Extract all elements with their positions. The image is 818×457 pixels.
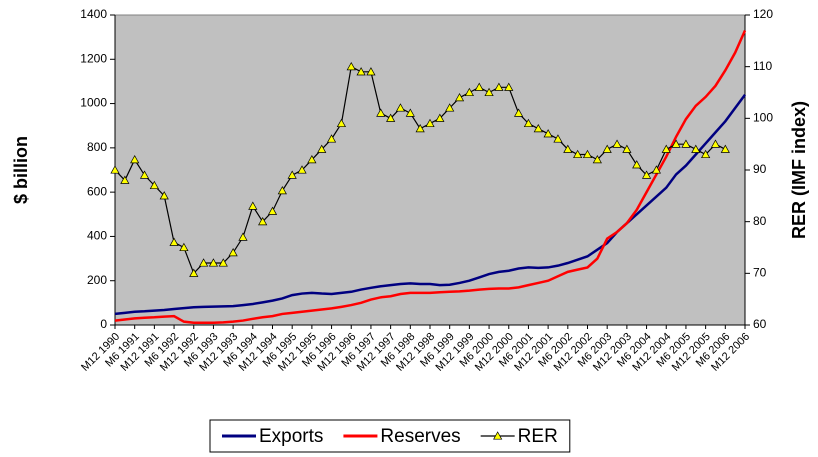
series-line bbox=[114, 29, 747, 325]
series-marker bbox=[110, 165, 120, 174]
series-marker bbox=[326, 134, 337, 143]
series-marker bbox=[405, 108, 415, 117]
series-marker bbox=[435, 113, 445, 122]
series-marker bbox=[474, 82, 484, 91]
y-tick-label: 400 bbox=[87, 229, 107, 243]
series-marker bbox=[307, 154, 317, 164]
series-marker bbox=[494, 82, 504, 91]
series-marker bbox=[415, 123, 425, 133]
y2-axis-label: RER (IMF index) bbox=[789, 101, 809, 239]
y-axis-label: $ billion bbox=[11, 136, 31, 204]
series-marker bbox=[543, 129, 553, 138]
y-tick-label: 800 bbox=[87, 140, 107, 154]
y2-tick-label: 70 bbox=[753, 266, 767, 280]
y2-tick-label: 120 bbox=[753, 7, 773, 21]
y-tick-label: 1000 bbox=[80, 96, 107, 110]
series-marker bbox=[720, 144, 730, 153]
legend-marker bbox=[493, 431, 503, 440]
series-marker bbox=[553, 134, 563, 143]
series-marker bbox=[346, 61, 356, 71]
series-marker bbox=[464, 87, 474, 97]
y-tick-label: 0 bbox=[100, 317, 107, 331]
series-marker bbox=[297, 165, 307, 174]
series-marker bbox=[602, 144, 612, 153]
y-tick-label: 1400 bbox=[80, 7, 107, 21]
series-marker bbox=[159, 191, 169, 200]
series-marker bbox=[395, 103, 406, 112]
legend-label: Reserves bbox=[380, 426, 460, 447]
series-marker bbox=[701, 149, 711, 159]
series-marker bbox=[651, 165, 662, 174]
series-marker bbox=[612, 139, 622, 148]
legend-label: Exports bbox=[259, 426, 323, 447]
y2-tick-label: 80 bbox=[753, 214, 767, 228]
y-tick-label: 200 bbox=[87, 273, 107, 287]
series-marker bbox=[228, 247, 238, 257]
series-marker bbox=[533, 123, 543, 133]
series-marker bbox=[189, 268, 199, 277]
series-marker bbox=[169, 237, 179, 246]
y2-tick-label: 90 bbox=[753, 162, 767, 176]
legend-label: RER bbox=[518, 426, 558, 447]
series-marker bbox=[671, 139, 681, 148]
series-marker bbox=[386, 113, 396, 122]
series-marker bbox=[336, 118, 347, 128]
series-marker bbox=[661, 144, 671, 153]
series-marker bbox=[622, 144, 632, 153]
series-marker bbox=[445, 103, 455, 112]
series-marker bbox=[248, 201, 258, 210]
series-marker bbox=[641, 170, 652, 179]
series-marker bbox=[366, 67, 376, 76]
series-marker bbox=[710, 139, 721, 148]
series-marker bbox=[277, 185, 287, 195]
series-marker bbox=[139, 170, 150, 179]
series-marker bbox=[287, 170, 297, 179]
series-marker bbox=[258, 216, 268, 226]
series-marker bbox=[425, 118, 435, 128]
series-marker bbox=[356, 67, 366, 76]
legend: Exports Reserves RER bbox=[209, 419, 571, 453]
series-marker bbox=[563, 144, 573, 153]
series-marker bbox=[238, 232, 248, 241]
series-marker bbox=[484, 87, 494, 97]
series-marker bbox=[218, 258, 228, 267]
series-marker bbox=[592, 154, 602, 164]
series-marker bbox=[120, 175, 130, 184]
y2-tick-label: 60 bbox=[753, 317, 767, 331]
series-marker bbox=[504, 82, 514, 91]
y-tick-label: 1200 bbox=[80, 51, 107, 65]
y-tick-label: 600 bbox=[87, 184, 107, 198]
series-marker bbox=[149, 180, 159, 190]
plot-area bbox=[114, 14, 746, 326]
series-marker bbox=[523, 118, 534, 128]
series-marker bbox=[317, 144, 327, 153]
series-marker bbox=[198, 258, 209, 267]
series-marker bbox=[208, 258, 219, 267]
y2-tick-label: 110 bbox=[753, 59, 772, 73]
series-marker bbox=[267, 206, 278, 215]
series-marker bbox=[454, 92, 465, 102]
series-marker bbox=[130, 154, 140, 164]
series-marker bbox=[513, 108, 524, 117]
series-marker bbox=[179, 242, 189, 252]
series-marker bbox=[632, 160, 642, 169]
series-marker bbox=[573, 149, 583, 159]
series-marker bbox=[681, 139, 691, 148]
series-marker bbox=[582, 149, 593, 159]
series-marker bbox=[691, 144, 701, 153]
series-line bbox=[114, 93, 747, 316]
series-marker bbox=[376, 108, 386, 117]
y2-tick-label: 100 bbox=[753, 111, 773, 125]
